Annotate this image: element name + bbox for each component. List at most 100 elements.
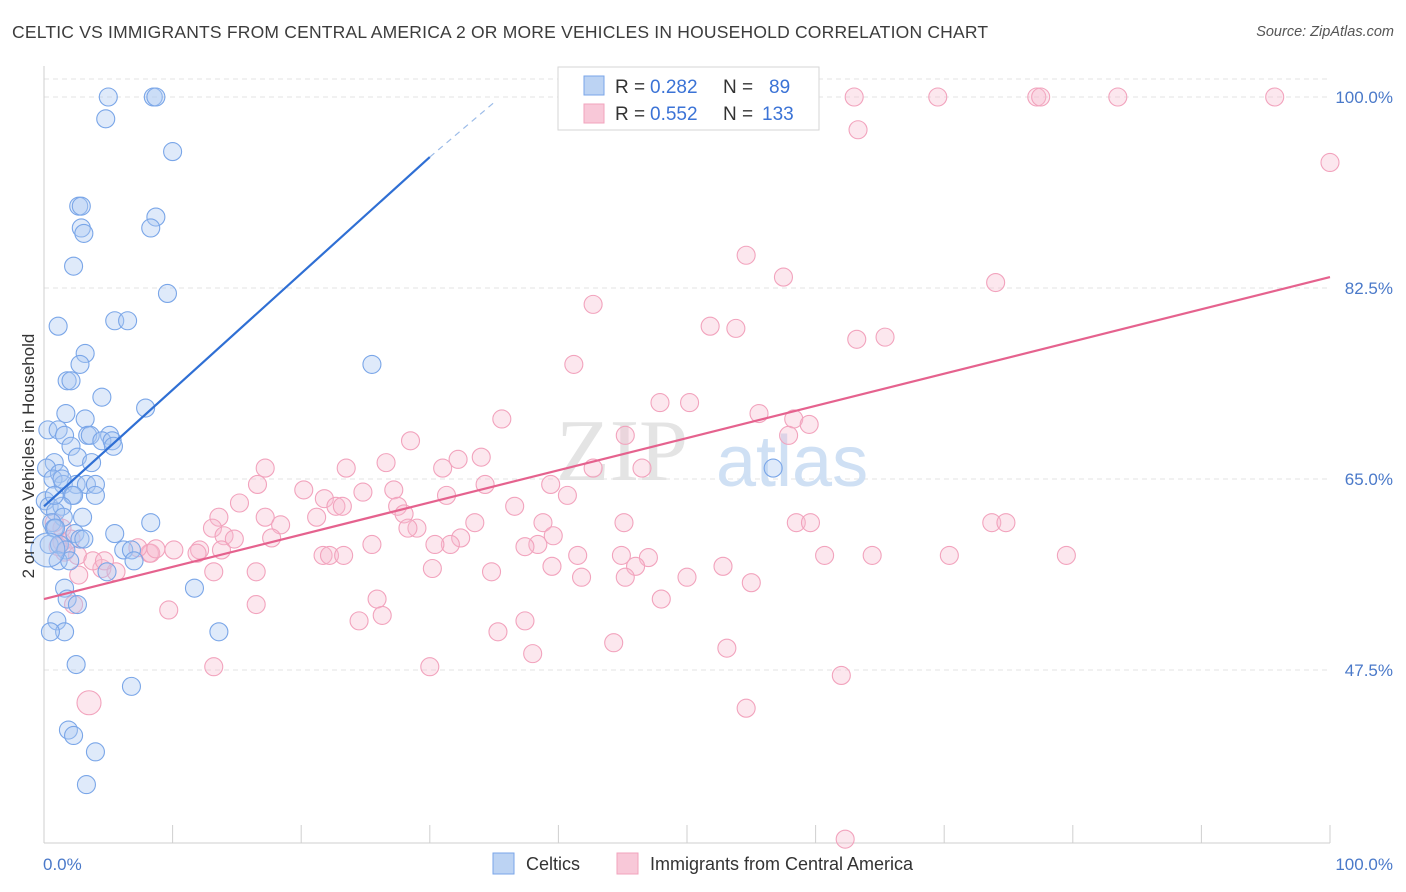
watermark-zip: ZIP xyxy=(556,403,688,500)
celtics-point xyxy=(56,403,76,424)
immigrants-point xyxy=(650,393,670,413)
celtics-point xyxy=(49,534,69,555)
immigrants-point xyxy=(440,534,460,555)
immigrants-point xyxy=(996,513,1016,533)
immigrants-point xyxy=(862,545,882,565)
immigrants-trend-line xyxy=(43,276,1331,601)
points-layer xyxy=(30,87,1340,849)
y-tick-label: 82.5% xyxy=(1345,279,1393,298)
immigrants-point xyxy=(651,589,671,609)
celtics-point xyxy=(146,207,166,227)
celtics-point xyxy=(75,343,95,364)
immigrants-point xyxy=(875,327,895,347)
immigrants-point xyxy=(422,558,442,579)
immigrants-point xyxy=(465,513,485,533)
celtics-point xyxy=(47,611,67,631)
celtics-point xyxy=(40,622,60,642)
immigrants-point xyxy=(541,474,561,495)
celtics-point xyxy=(121,676,141,696)
immigrants-point xyxy=(204,562,224,582)
immigrants-point xyxy=(615,425,635,445)
immigrants-point xyxy=(448,449,468,469)
series-legend-swatch-immigrants xyxy=(616,852,639,875)
immigrants-point xyxy=(83,551,103,571)
immigrants-point xyxy=(986,272,1006,293)
immigrants-point xyxy=(488,622,508,642)
legend-r-value-celtics: 0.282 xyxy=(650,77,698,98)
immigrants-point xyxy=(307,507,327,527)
celtics-point xyxy=(209,622,229,642)
immigrants-point xyxy=(271,515,291,535)
celtics-point xyxy=(85,742,105,762)
immigrants-point xyxy=(583,294,603,314)
immigrants-point xyxy=(568,545,588,565)
celtics-point xyxy=(70,354,90,374)
immigrants-point xyxy=(835,829,855,849)
celtics-point xyxy=(64,256,84,276)
celtics-point xyxy=(65,524,85,544)
immigrants-point xyxy=(1108,87,1128,107)
celtics-point xyxy=(64,725,84,746)
celtics-point xyxy=(48,551,68,571)
immigrants-point xyxy=(847,329,867,349)
celtics-point xyxy=(141,513,161,533)
celtics-point xyxy=(55,425,75,445)
celtics-point xyxy=(157,283,178,304)
celtics-point xyxy=(55,622,75,642)
celtics-point xyxy=(76,775,96,795)
celtics-point xyxy=(74,529,94,549)
celtics-point xyxy=(103,436,123,456)
immigrants-point xyxy=(436,485,457,505)
celtics-point xyxy=(141,218,161,238)
watermark-atlas: atlas xyxy=(716,422,868,502)
immigrants-point xyxy=(505,496,525,516)
y-tick-label: 65.0% xyxy=(1345,470,1393,489)
axes-layer: 100.0% 82.5% 65.0% 47.5% xyxy=(43,66,1393,844)
celtics-point xyxy=(96,109,116,129)
celtics-point xyxy=(74,223,94,243)
immigrants-point xyxy=(786,513,806,533)
celtics-point xyxy=(67,447,87,467)
series-legend-label-immigrants: Immigrants from Central America xyxy=(650,854,914,874)
immigrants-point xyxy=(433,458,453,478)
chart-title: CELTIC VS IMMIGRANTS FROM CENTRAL AMERIC… xyxy=(12,22,989,42)
celtics-point xyxy=(98,87,118,107)
celtics-point xyxy=(66,654,86,675)
immigrants-point xyxy=(376,453,396,473)
immigrants-point xyxy=(384,480,404,500)
legend-r-label-immigrants: R = xyxy=(615,104,645,125)
immigrants-point xyxy=(844,87,864,107)
immigrants-point xyxy=(736,698,756,718)
celtics-point xyxy=(85,474,105,495)
x-tick-label-max: 100.0% xyxy=(1335,855,1393,874)
immigrants-point xyxy=(741,573,761,593)
legend-r-value-immigrants: 0.552 xyxy=(650,104,698,125)
immigrants-point xyxy=(726,318,746,338)
celtics-point xyxy=(80,425,100,445)
y-tick-label: 47.5% xyxy=(1345,661,1393,680)
immigrants-point xyxy=(611,545,631,565)
immigrants-point xyxy=(451,528,471,548)
immigrants-point xyxy=(400,431,421,451)
immigrants-point xyxy=(425,534,445,555)
celtics-point xyxy=(58,720,78,740)
celtics-point xyxy=(75,409,95,429)
watermark: ZIP atlas xyxy=(556,403,868,502)
celtics-point xyxy=(124,551,144,571)
immigrants-point xyxy=(1056,545,1076,565)
celtics-point xyxy=(67,594,87,615)
immigrants-point xyxy=(982,513,1002,533)
celtics-point xyxy=(30,532,66,568)
celtics-point xyxy=(362,354,382,374)
immigrants-point xyxy=(146,539,166,559)
immigrants-point xyxy=(319,545,340,565)
immigrants-point xyxy=(349,611,369,631)
immigrants-point xyxy=(939,545,959,565)
immigrants-point xyxy=(481,562,502,582)
immigrants-point xyxy=(246,594,266,615)
legend-n-value-immigrants: 133 xyxy=(762,104,794,125)
immigrants-point xyxy=(1265,87,1285,107)
immigrants-point xyxy=(471,447,491,467)
immigrants-point xyxy=(713,556,733,576)
celtics-point xyxy=(136,398,156,418)
